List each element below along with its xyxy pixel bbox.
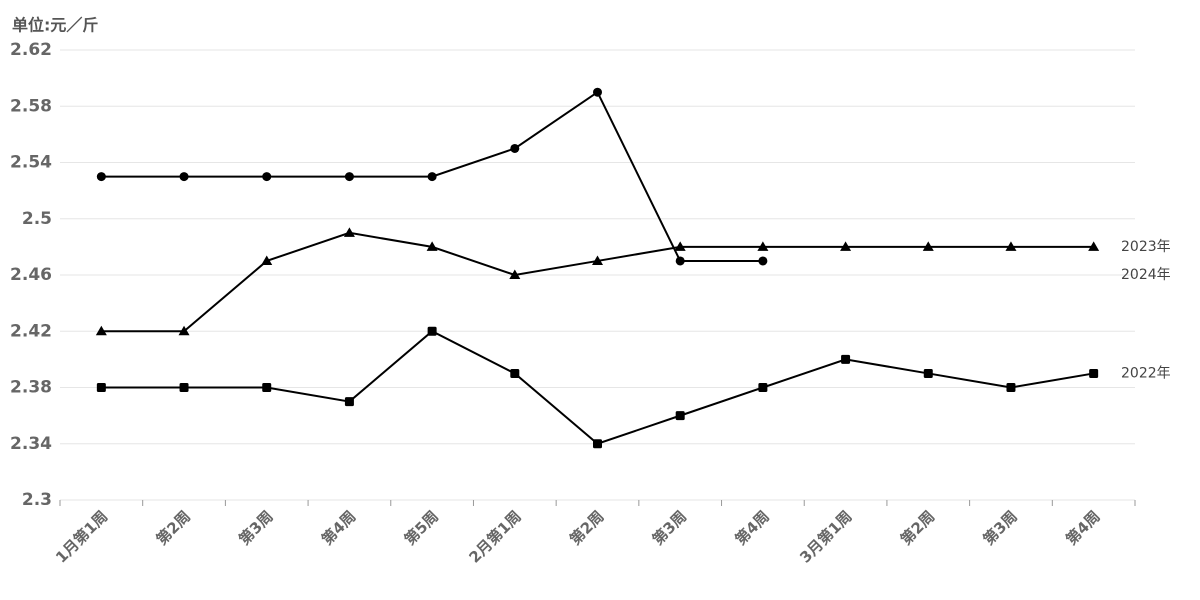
point (922, 241, 934, 251)
point (593, 439, 602, 449)
y-tick-label: 2.42 (10, 321, 52, 341)
point (675, 411, 685, 421)
point (509, 269, 521, 279)
point (178, 325, 190, 336)
x-tick-label: 第2周 (897, 507, 938, 548)
series-label: 2023年 (1121, 239, 1171, 255)
x-tick-label: 第2周 (153, 507, 194, 548)
point (758, 383, 768, 392)
x-tick-label: 第4周 (318, 507, 359, 548)
point (262, 172, 272, 182)
point (923, 368, 933, 378)
point (1089, 368, 1099, 378)
point (427, 326, 437, 336)
y-tick-label: 2.46 (10, 265, 52, 285)
point (840, 241, 852, 251)
point (674, 241, 686, 251)
point (510, 368, 520, 378)
point (96, 172, 106, 182)
series-label: 2022年 (1121, 365, 1171, 381)
y-tick-label: 2.62 (10, 40, 52, 60)
point (344, 397, 354, 407)
point (1006, 383, 1016, 392)
y-tick-label: 2.5 (22, 209, 52, 229)
y-tick-label: 2.38 (10, 378, 52, 398)
point (592, 255, 603, 265)
point (510, 143, 520, 153)
point (757, 241, 769, 251)
x-tick-label: 第4周 (732, 507, 773, 548)
series-label: 2024年 (1121, 267, 1171, 283)
point (1088, 241, 1100, 251)
point (841, 354, 851, 364)
point (96, 383, 106, 392)
point (262, 383, 272, 392)
point (179, 172, 189, 182)
point (593, 87, 602, 97)
x-tick-label: 第2周 (566, 507, 607, 548)
y-tick-label: 2.3 (22, 490, 52, 510)
x-tick-label: 第3周 (980, 507, 1021, 548)
y-tick-label: 2.54 (10, 153, 52, 173)
series-line (101, 231, 1094, 333)
y-tick-label: 2.34 (10, 434, 52, 454)
point (343, 227, 355, 237)
point (344, 172, 354, 182)
x-tick-label: 第5周 (401, 507, 442, 548)
x-tick-label: 3月第1周 (796, 507, 855, 566)
y-axis-label: 单位:元／斤 (12, 16, 98, 35)
x-tick-label: 2月第1周 (466, 507, 525, 566)
point (427, 172, 437, 182)
point (179, 383, 189, 392)
point (675, 256, 685, 266)
x-tick-label: 第3周 (649, 507, 690, 548)
point (1005, 241, 1017, 251)
x-tick-label: 第3周 (235, 507, 276, 548)
y-tick-label: 2.58 (10, 96, 52, 116)
x-tick-label: 1月第1周 (52, 507, 111, 566)
point (261, 255, 273, 265)
x-tick-label: 第4周 (1062, 507, 1103, 548)
point (758, 256, 768, 266)
point (95, 325, 107, 336)
point (426, 241, 438, 251)
